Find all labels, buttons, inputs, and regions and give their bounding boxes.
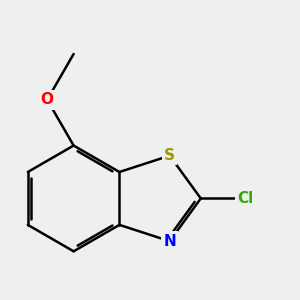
Text: O: O	[41, 92, 54, 107]
Text: Cl: Cl	[238, 191, 254, 206]
Text: S: S	[164, 148, 175, 163]
Text: N: N	[163, 234, 176, 249]
